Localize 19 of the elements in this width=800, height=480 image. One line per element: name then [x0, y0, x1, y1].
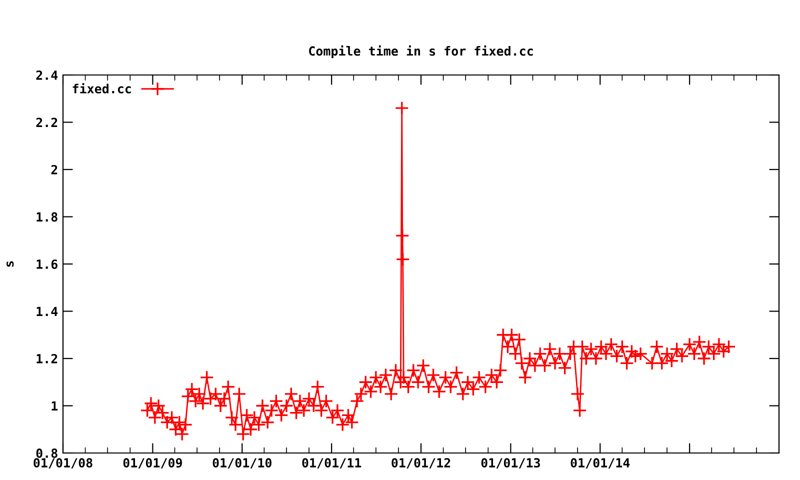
y-tick-label: 1.2 [36, 354, 58, 364]
y-tick-label: 1.4 [36, 306, 58, 316]
x-tick-label: 01/01/14 [570, 458, 630, 469]
x-tick-label: 01/01/10 [212, 458, 272, 469]
y-tick-label: 2.4 [36, 70, 58, 80]
x-tick-label: 01/01/08 [34, 458, 92, 469]
legend-label: fixed.cc [72, 83, 131, 94]
x-tick-label: 01/01/12 [392, 458, 450, 469]
y-tick-label: 1 [52, 401, 58, 410]
x-tick-label: 01/01/13 [481, 458, 540, 469]
x-tick-label: 01/01/11 [302, 458, 362, 469]
y-axis-title: s [6, 261, 14, 267]
y-tick-label: 0.8 [36, 448, 58, 458]
y-tick-label: 2 [51, 164, 58, 174]
x-tick-label: 01/01/09 [123, 458, 182, 469]
y-tick-label: 1.6 [36, 259, 58, 269]
y-tick-label: 1.8 [36, 212, 58, 222]
y-tick-label: 2.2 [36, 118, 58, 127]
chart-title: Compile time in s for fixed.cc [309, 45, 533, 58]
